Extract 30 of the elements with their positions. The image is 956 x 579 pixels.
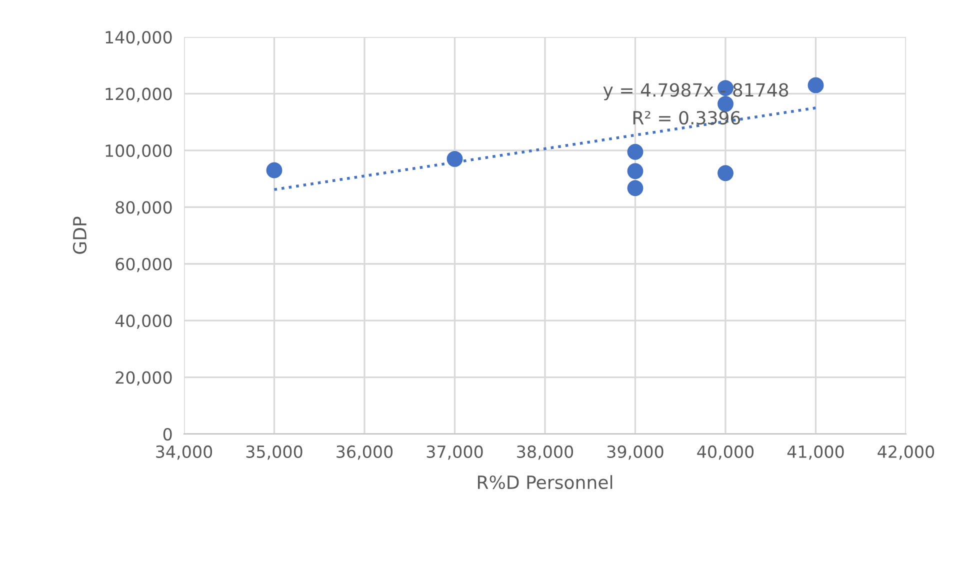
point xyxy=(627,180,644,196)
x-tick-label: 36,000 xyxy=(336,445,393,460)
point xyxy=(627,163,644,180)
point xyxy=(446,150,463,167)
point xyxy=(808,77,824,94)
y-tick-label: 20,000 xyxy=(116,371,172,386)
annotation: y = 4.7987x - 81748 xyxy=(603,83,788,100)
point xyxy=(718,165,734,182)
y-tick-label: 80,000 xyxy=(116,201,172,216)
y-axis-title: GDP xyxy=(72,216,87,254)
point xyxy=(718,80,734,96)
y-tick-label: 40,000 xyxy=(115,314,172,329)
x-tick-label: 37,000 xyxy=(426,445,483,460)
x-tick-label: 41,000 xyxy=(787,445,844,460)
y-tick-label: 140,000 xyxy=(106,30,172,46)
y-tick-label: 0 xyxy=(163,428,172,441)
x-tick-label: 39,000 xyxy=(607,445,664,460)
x-tick-label: 42,000 xyxy=(878,445,934,460)
x-tick-label: 40,000 xyxy=(697,445,754,460)
x-tick-label: 34,000 xyxy=(156,445,212,460)
x-axis-title: R%D Personnel xyxy=(478,475,612,490)
point xyxy=(718,96,734,112)
annotation: R² = 0.3396 xyxy=(633,110,740,125)
x-tick-label: 35,000 xyxy=(246,445,302,460)
point xyxy=(266,162,282,178)
y-tick-label: 120,000 xyxy=(106,88,172,102)
x-tick-label: 38,000 xyxy=(517,445,574,460)
y-tick-label: 60,000 xyxy=(116,258,172,272)
point xyxy=(627,144,644,160)
y-tick-label: 100,000 xyxy=(106,144,172,159)
